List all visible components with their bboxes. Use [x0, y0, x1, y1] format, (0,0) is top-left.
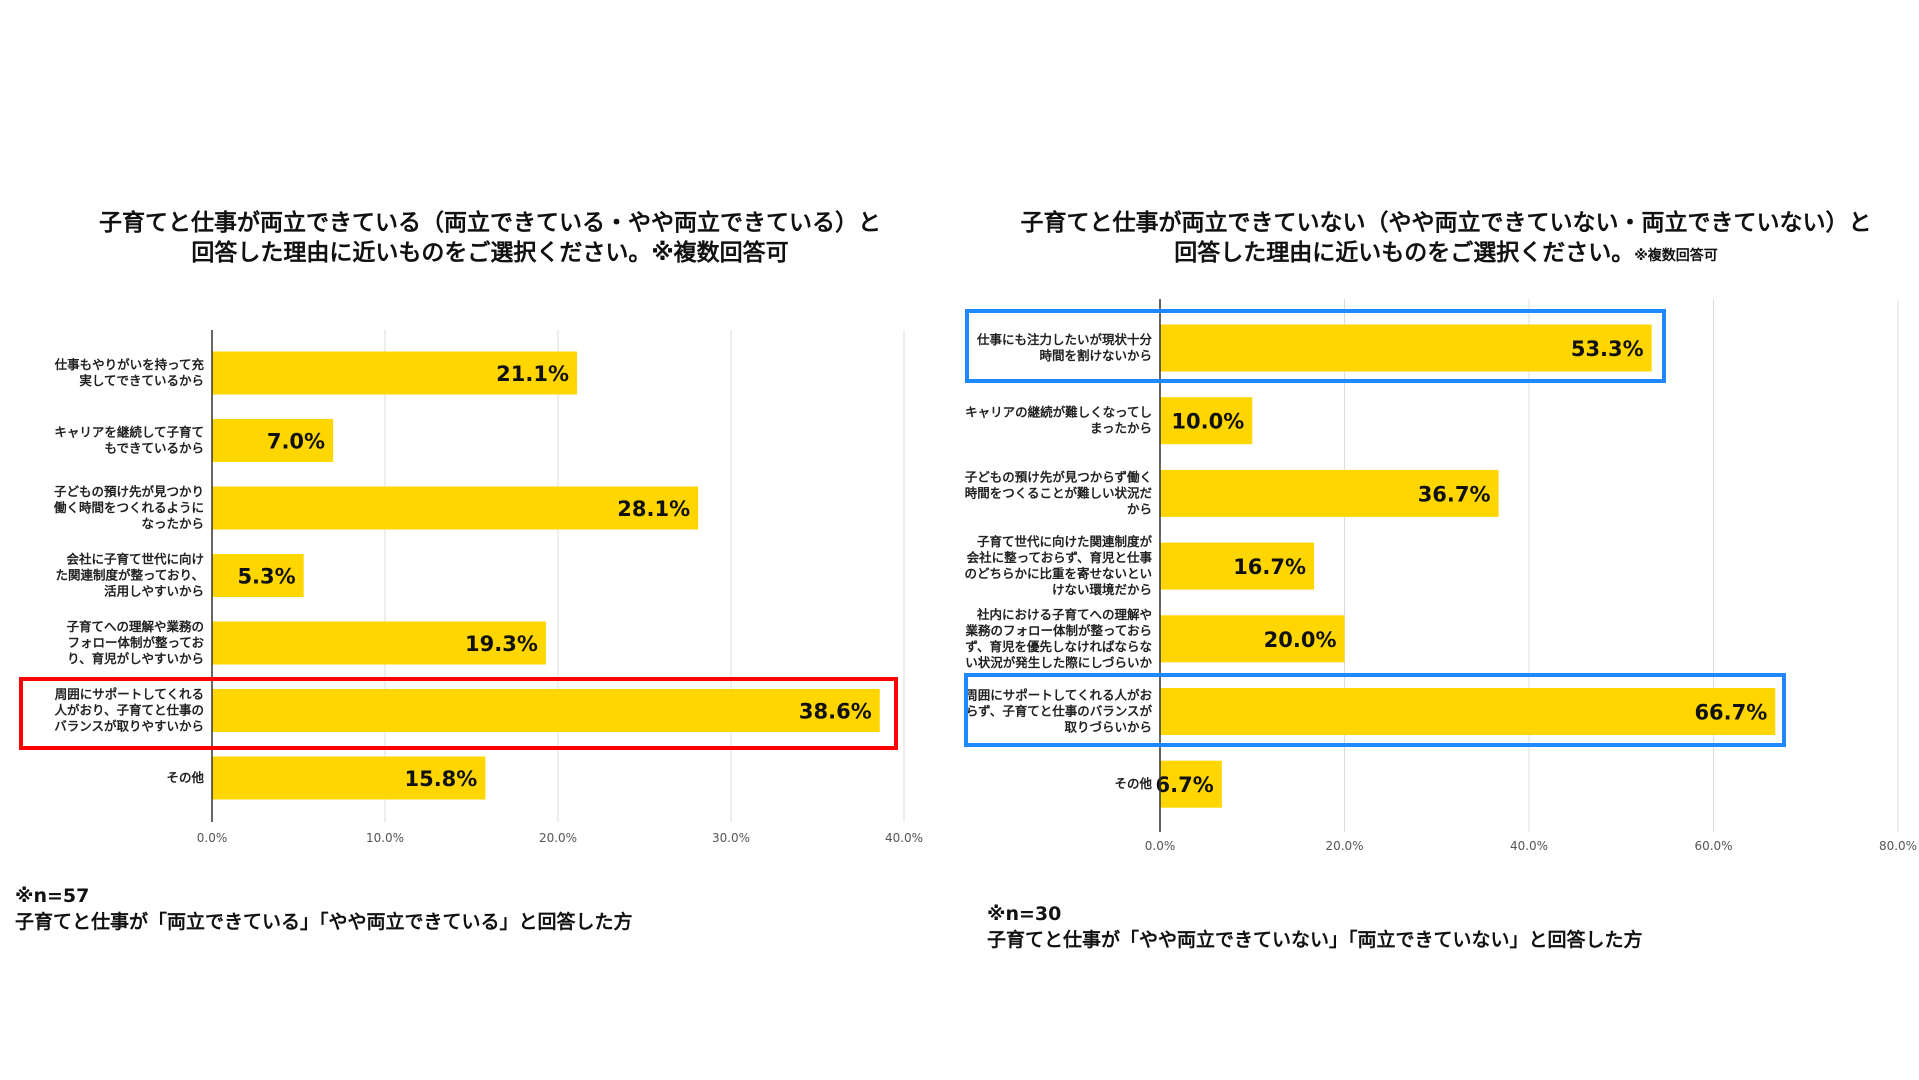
footnote-line: ※n=57: [15, 885, 89, 907]
category-label: バランスが取りやすいから: [54, 719, 204, 734]
category-label: なったから: [141, 516, 204, 531]
category-label: まったから: [1090, 421, 1152, 436]
bar: [212, 351, 578, 395]
category-label: けない環境だから: [1052, 582, 1152, 597]
chart-2: 子育てと仕事が両立できていない（やや両立できていない・両立できていない）と回答し…: [964, 209, 1917, 951]
category-label: 子育て世代に向けた関連制度が: [977, 534, 1153, 549]
bar: [212, 419, 334, 462]
footnote-line: 子育てと仕事が「やや両立できていない」「両立できていない」と回答した方: [987, 928, 1643, 951]
data-label: 7.0%: [267, 430, 325, 454]
data-label: 53.3%: [1571, 337, 1644, 361]
bar: [1160, 397, 1253, 445]
chart-title-line: 子育てと仕事が両立できていない（やや両立できていない・両立できていない）と: [1021, 209, 1872, 236]
category-label: 社内における子育てへの理解や: [976, 607, 1152, 622]
category-label: らず、子育てと仕事のバランスが: [966, 704, 1153, 719]
x-tick-label: 60.0%: [1694, 839, 1732, 853]
chart-title-line: 回答した理由に近いものをご選択ください。※複数回答可: [1174, 239, 1718, 266]
data-label: 10.0%: [1171, 410, 1244, 434]
category-label: 人がおり、子育てと仕事の: [54, 703, 204, 718]
data-label: 5.3%: [237, 565, 295, 589]
highlight-box: [19, 677, 898, 750]
category-label: 子どもの預け先が見つかり: [54, 484, 204, 499]
data-label: 38.6%: [799, 700, 872, 724]
category-label: 仕事もやりがいを持って充: [54, 357, 205, 372]
chart-title-line: 子育てと仕事が両立できている（両立できている・やや両立できている）と: [99, 209, 881, 236]
category-label: 周囲にサポートしてくれる: [55, 687, 204, 702]
bar: [212, 621, 546, 665]
category-label: 実してできているから: [79, 373, 204, 388]
x-tick-label: 40.0%: [885, 831, 923, 845]
x-tick-label: 10.0%: [366, 831, 404, 845]
data-label: 66.7%: [1694, 701, 1767, 725]
category-label: 働く時間をつくれるように: [53, 500, 204, 515]
data-label: 6.7%: [1156, 773, 1214, 797]
category-label: 会社に子育て世代に向け: [66, 552, 204, 567]
data-label: 19.3%: [465, 632, 538, 656]
category-label: から: [1127, 501, 1152, 516]
chart-title-line: 回答した理由に近いものをご選択ください。※複数回答可: [191, 239, 788, 266]
x-tick-label: 30.0%: [712, 831, 750, 845]
category-label: 取りづらいから: [1064, 720, 1152, 735]
category-label: 子どもの預け先が見つからず働く: [965, 469, 1152, 484]
category-label: 子育てへの理解や業務の: [66, 619, 204, 634]
category-label: のどちらかに比重を寄せないとい: [964, 566, 1152, 581]
bar: [1160, 542, 1315, 590]
bar: [1160, 324, 1652, 372]
data-label: 28.1%: [617, 497, 690, 521]
bar: [212, 756, 486, 800]
highlight-box: [964, 673, 1786, 747]
category-label: 周囲にサポートしてくれる人がお: [965, 688, 1152, 703]
data-label: 21.1%: [496, 362, 569, 386]
category-label: 仕事にも注力したいが現状十分: [976, 332, 1153, 347]
category-label: 活用しやすいから: [104, 584, 204, 599]
bar: [1160, 469, 1499, 517]
category-label: キャリアの継続が難しくなってし: [965, 405, 1152, 420]
category-label: その他: [166, 770, 204, 785]
footnote-line: 子育てと仕事が「両立できている」「やや両立できている」と回答した方: [15, 910, 633, 933]
data-label: 15.8%: [404, 767, 477, 791]
category-label: 業務のフォロー体制が整っておら: [964, 623, 1152, 638]
category-label: もできているから: [104, 441, 204, 456]
bar: [212, 689, 880, 732]
bar: [1160, 615, 1345, 663]
x-tick-label: 20.0%: [539, 831, 577, 845]
category-label: り、育児がしやすいから: [67, 651, 204, 666]
category-label: い状況が発生した際にしづらいか: [965, 655, 1152, 670]
data-label: 20.0%: [1264, 628, 1337, 652]
bar: [1160, 688, 1776, 735]
chart-title-note: ※複数回答可: [1634, 247, 1718, 264]
chart-1: 子育てと仕事が両立できている（両立できている・やや両立できている）と回答した理由…: [15, 209, 923, 933]
x-tick-label: 0.0%: [197, 831, 228, 845]
x-tick-label: 20.0%: [1325, 839, 1363, 853]
category-label: た関連制度が整っており、: [55, 568, 204, 583]
x-tick-label: 80.0%: [1879, 839, 1917, 853]
bar: [212, 486, 699, 530]
x-tick-label: 0.0%: [1145, 839, 1176, 853]
category-label: キャリアを継続して子育て: [54, 425, 204, 440]
highlight-box: [965, 309, 1666, 383]
category-label: ず、育児を優先しなければならな: [965, 639, 1152, 654]
data-label: 16.7%: [1233, 555, 1306, 579]
category-label: 会社に整っておらず、育児と仕事: [967, 550, 1153, 565]
category-label: 時間をつくることが難しい状況だ: [965, 485, 1153, 500]
x-tick-label: 40.0%: [1510, 839, 1548, 853]
data-label: 36.7%: [1418, 482, 1491, 506]
category-label: その他: [1114, 776, 1152, 791]
bar: [1160, 760, 1222, 808]
category-label: 時間を割けないから: [1039, 348, 1152, 363]
footnote-line: ※n=30: [987, 903, 1061, 925]
category-label: フォロー体制が整ってお: [67, 635, 204, 650]
bar: [212, 554, 304, 597]
